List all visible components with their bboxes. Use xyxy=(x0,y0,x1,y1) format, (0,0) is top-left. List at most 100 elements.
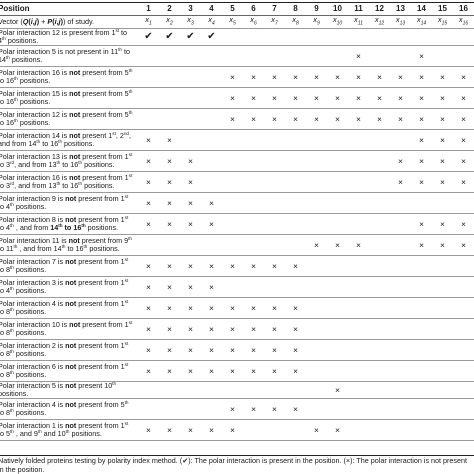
cross-mark-icon: × xyxy=(398,93,403,104)
row-description: Polar interaction 12 is not present from… xyxy=(0,110,133,128)
cross-mark-icon: × xyxy=(230,425,235,436)
cross-mark-icon: × xyxy=(272,324,277,335)
empty-cell xyxy=(243,382,264,399)
empty-cell xyxy=(453,29,474,46)
table-footnote: Natively folded proteins testing by pola… xyxy=(0,455,474,474)
position-header-8: 8 xyxy=(285,2,306,16)
cross-mark-icon: × xyxy=(440,156,445,167)
vector-cell-10: x10 xyxy=(332,15,343,27)
cross-mark-icon: × xyxy=(440,72,445,83)
cross-mark-icon: × xyxy=(272,345,277,356)
empty-cell xyxy=(411,256,432,277)
table-row: Polar interaction 8 is not present from … xyxy=(0,214,474,235)
cross-mark-icon: × xyxy=(209,366,214,377)
empty-cell xyxy=(285,277,306,298)
cross-mark-icon: × xyxy=(209,261,214,272)
empty-cell xyxy=(222,193,243,214)
empty-cell xyxy=(264,235,285,256)
vector-cell-11: x11 xyxy=(354,15,363,27)
empty-cell xyxy=(348,420,369,441)
cross-mark-icon: × xyxy=(146,261,151,272)
cross-mark-icon: × xyxy=(167,303,172,314)
cross-mark-icon: × xyxy=(398,177,403,188)
empty-cell xyxy=(411,319,432,340)
empty-cell xyxy=(159,235,180,256)
cross-mark-icon: × xyxy=(419,156,424,167)
cross-mark-icon: × xyxy=(272,72,277,83)
empty-cell xyxy=(201,399,222,420)
row-description: Polar interaction 12 is present from 1st… xyxy=(0,28,128,46)
empty-cell xyxy=(243,193,264,214)
empty-cell xyxy=(348,277,369,298)
table-row: Polar interaction 12 is present from 1st… xyxy=(0,29,474,46)
cross-mark-icon: × xyxy=(188,198,193,209)
cross-mark-icon: × xyxy=(167,219,172,230)
row-description: Polar interaction 16 is not present from… xyxy=(0,68,133,86)
cross-mark-icon: × xyxy=(461,72,466,83)
vector-cell-7: x7 xyxy=(271,15,278,27)
cross-mark-icon: × xyxy=(167,177,172,188)
table-row: Polar interaction 7 is not present from … xyxy=(0,256,474,277)
vector-cell-6: x6 xyxy=(250,15,257,27)
empty-cell xyxy=(348,29,369,46)
table-row: Polar interaction 4 is not present from … xyxy=(0,399,474,420)
empty-cell xyxy=(432,399,453,420)
table-row: Polar interaction 5 is not present in 11… xyxy=(0,46,474,67)
empty-cell xyxy=(453,340,474,361)
row-description: Polar interaction 5 is not present 10th … xyxy=(0,381,117,399)
cross-mark-icon: × xyxy=(419,114,424,125)
vector-cell-8: x8 xyxy=(292,15,299,27)
row-description: Polar interaction 16 is not present from… xyxy=(0,173,133,191)
cross-mark-icon: × xyxy=(146,219,151,230)
cross-mark-icon: × xyxy=(167,198,172,209)
position-header-12: 12 xyxy=(369,2,390,16)
cross-mark-icon: × xyxy=(167,324,172,335)
empty-cell xyxy=(369,361,390,382)
empty-cell xyxy=(201,172,222,193)
empty-cell xyxy=(390,298,411,319)
empty-cell xyxy=(369,214,390,235)
empty-cell xyxy=(306,319,327,340)
row-description: Polar interaction 7 is not present from … xyxy=(0,257,129,275)
table-row: Polar interaction 4 is not present from … xyxy=(0,298,474,319)
cross-mark-icon: × xyxy=(377,114,382,125)
empty-cell xyxy=(390,256,411,277)
empty-cell xyxy=(285,46,306,67)
empty-cell xyxy=(306,361,327,382)
empty-cell xyxy=(348,214,369,235)
position-header-1: 1 xyxy=(138,2,159,16)
cross-mark-icon: × xyxy=(146,198,151,209)
position-header-label: Position xyxy=(0,2,138,16)
cross-mark-icon: × xyxy=(251,261,256,272)
row-description: Polar interaction 1 is not present from … xyxy=(0,421,129,439)
position-header-2: 2 xyxy=(159,2,180,16)
cross-mark-icon: × xyxy=(188,366,193,377)
empty-cell xyxy=(201,67,222,88)
cross-mark-icon: × xyxy=(146,177,151,188)
vector-cell-1: x1 xyxy=(145,15,152,27)
cross-mark-icon: × xyxy=(419,93,424,104)
cross-mark-icon: × xyxy=(209,345,214,356)
cross-mark-icon: × xyxy=(293,261,298,272)
cross-mark-icon: × xyxy=(440,114,445,125)
cross-mark-icon: × xyxy=(167,425,172,436)
empty-cell xyxy=(306,193,327,214)
empty-cell xyxy=(411,399,432,420)
empty-cell xyxy=(243,277,264,298)
cross-mark-icon: × xyxy=(146,345,151,356)
cross-mark-icon: × xyxy=(251,366,256,377)
cross-mark-icon: × xyxy=(230,72,235,83)
empty-cell xyxy=(243,420,264,441)
empty-cell xyxy=(411,277,432,298)
empty-cell xyxy=(453,193,474,214)
empty-cell xyxy=(201,130,222,151)
empty-cell xyxy=(327,46,348,67)
check-mark-icon: ✔ xyxy=(186,31,195,43)
table-row: Polar interaction 6 is not present from … xyxy=(0,361,474,382)
cross-mark-icon: × xyxy=(293,345,298,356)
cross-mark-icon: × xyxy=(419,219,424,230)
cross-mark-icon: × xyxy=(188,282,193,293)
cross-mark-icon: × xyxy=(419,135,424,146)
cross-mark-icon: × xyxy=(293,114,298,125)
